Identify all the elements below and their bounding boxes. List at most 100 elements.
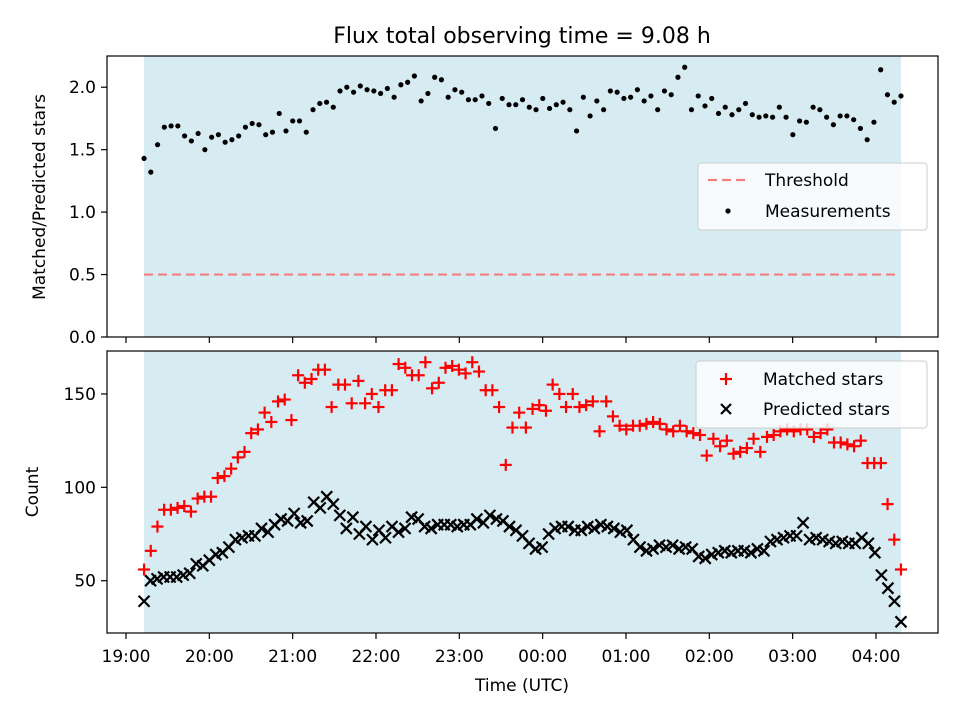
measurement-point: [837, 113, 843, 119]
measurement-point: [330, 104, 336, 110]
matched-star-point: [318, 363, 331, 376]
measurement-point: [350, 89, 357, 95]
bottom-y-ticks: 50 100 150: [64, 385, 107, 592]
measurement-point: [236, 133, 242, 139]
matched-star-point: [191, 492, 204, 505]
matched-star-point: [472, 365, 485, 378]
measurement-point: [675, 74, 681, 80]
matched-star-point: [265, 415, 278, 428]
measurement-point: [614, 89, 620, 95]
matched-star-point: [881, 498, 894, 511]
measurement-point: [405, 79, 411, 85]
measurement-point: [661, 88, 668, 94]
predicted-star-point: [287, 507, 301, 520]
matched-star-point: [841, 438, 854, 451]
x-tick-label: 02:00: [685, 647, 734, 667]
matched-star-point: [392, 358, 405, 371]
measurement-point: [229, 137, 235, 143]
measurements-legend-swatch: [725, 208, 731, 214]
measurement-point: [715, 110, 722, 117]
x-tick-label: 00:00: [518, 647, 567, 667]
matched-star-point: [439, 361, 452, 374]
measurement-point: [161, 124, 167, 130]
measurement-point: [594, 98, 600, 104]
measurement-point: [790, 132, 796, 138]
matched-star-point: [700, 449, 713, 462]
measurement-point: [459, 89, 465, 95]
matched-star-point: [452, 363, 465, 376]
measurement-point: [465, 97, 472, 103]
matched-star-point: [272, 395, 285, 408]
measurement-point: [364, 87, 370, 93]
bottom-x-ticks: 19:00 20:00 21:00 22:00 23:00 00:00 01:00 02:00…: [102, 633, 900, 667]
matched-star-point: [848, 440, 861, 453]
measurement-point: [796, 118, 803, 124]
matched-star-point: [714, 440, 727, 453]
x-tick-label: 19:00: [102, 647, 151, 667]
measurement-point: [628, 94, 634, 100]
predicted-star-point: [379, 531, 392, 545]
predicted-star-point: [424, 522, 438, 535]
top-y-ticks: 0.0 0.5 1.0 1.5 2.0: [69, 78, 107, 348]
predicted-star-point: [561, 520, 575, 533]
matched-star-point: [593, 425, 606, 438]
matched-star-point: [814, 427, 827, 440]
measurement-point: [567, 107, 573, 113]
measurement-point: [188, 138, 194, 144]
bottom-panel: 50 100 150 19:00 20:00 21:00 22:00 23:00 00:00 0…: [23, 350, 939, 696]
top-legend-box: [697, 162, 928, 231]
matched-star-point: [620, 423, 633, 436]
measurement-point: [486, 100, 492, 107]
top-y-tick-label: 1.0: [69, 203, 96, 223]
matched-star-point: [412, 369, 425, 382]
x-tick-label: 03:00: [768, 647, 817, 667]
matched-star-point: [707, 432, 720, 445]
measurement-point: [398, 82, 404, 88]
matched-legend-label: Matched stars: [763, 370, 883, 390]
matched-star-point: [720, 434, 733, 447]
measurement-point: [634, 87, 641, 93]
threshold-legend-label: Threshold: [764, 171, 849, 191]
matched-star-point: [513, 406, 526, 419]
measurement-point: [256, 122, 262, 128]
predicted-star-point: [757, 544, 771, 558]
matched-star-point: [231, 451, 244, 464]
measurement-point: [344, 84, 350, 90]
measurement-point: [168, 123, 174, 129]
matched-star-point: [613, 419, 626, 432]
predicted-star-point: [744, 546, 758, 559]
matched-star-point: [352, 374, 365, 387]
matched-star-point: [553, 387, 566, 400]
matched-star-point: [640, 417, 653, 430]
measurement-point: [513, 102, 519, 108]
matched-star-point: [566, 387, 579, 400]
matched-star-point: [466, 356, 479, 369]
matched-star-point: [560, 401, 573, 414]
measurement-point: [587, 113, 593, 119]
predicted-star-point: [646, 542, 660, 556]
measurement-point: [215, 132, 221, 138]
measurement-point: [729, 112, 735, 118]
matched-star-point: [164, 503, 177, 516]
measurement-point: [269, 129, 276, 135]
bottom-y-tick-label: 150: [64, 385, 96, 405]
measurement-point: [526, 104, 532, 110]
measurement-point: [371, 88, 377, 94]
measurement-point: [506, 102, 512, 108]
measurement-point: [195, 130, 201, 137]
measurement-point: [432, 74, 438, 80]
measurement-point: [580, 94, 586, 100]
measurement-point: [479, 93, 485, 99]
measurement-point: [175, 123, 181, 129]
matched-star-point: [251, 423, 264, 436]
x-tick-label: 21:00: [268, 647, 317, 667]
predicted-star-point: [574, 524, 588, 537]
measurement-point: [742, 100, 749, 107]
x-tick-label: 01:00: [601, 647, 650, 667]
measurement-point: [337, 88, 343, 94]
measurement-point: [601, 107, 607, 113]
measurement-point: [154, 142, 161, 148]
measurement-point: [249, 120, 255, 127]
matched-star-point: [647, 415, 660, 428]
measurement-point: [857, 125, 864, 132]
